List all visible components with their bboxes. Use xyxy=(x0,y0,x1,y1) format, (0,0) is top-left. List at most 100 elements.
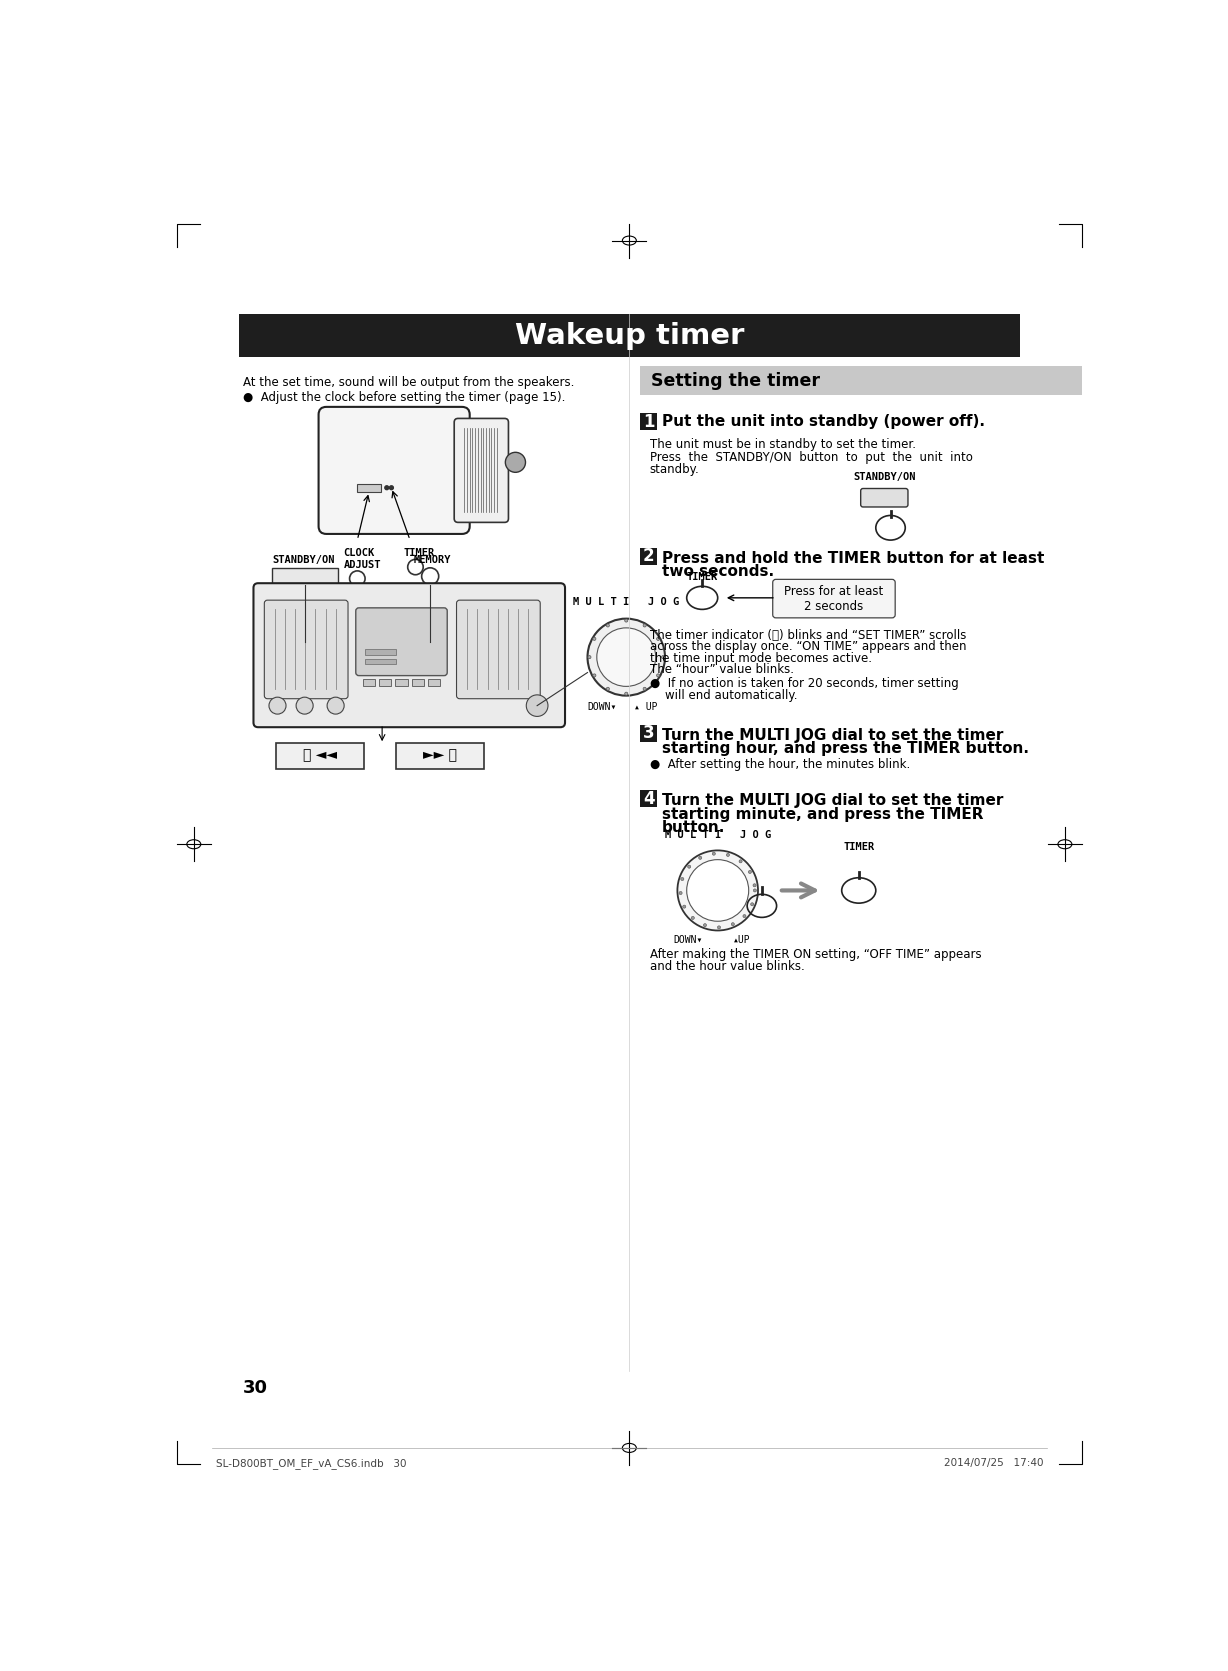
Text: TIMER: TIMER xyxy=(404,548,435,558)
Text: Press  the  STANDBY/ON  button  to  put  the  unit  into: Press the STANDBY/ON button to put the u… xyxy=(650,451,973,465)
Bar xyxy=(427,678,441,685)
Circle shape xyxy=(679,891,682,894)
Circle shape xyxy=(750,902,754,906)
Circle shape xyxy=(657,637,659,640)
Text: Press and hold the TIMER button for at least: Press and hold the TIMER button for at l… xyxy=(662,551,1044,566)
Text: Turn the MULTI JOG dial to set the timer: Turn the MULTI JOG dial to set the timer xyxy=(662,729,1003,744)
Text: ⏮ ◄◄: ⏮ ◄◄ xyxy=(303,749,338,762)
Text: ▴UP: ▴UP xyxy=(733,936,750,946)
Circle shape xyxy=(408,560,424,575)
Circle shape xyxy=(643,687,646,690)
Text: Put the unit into standby (power off).: Put the unit into standby (power off). xyxy=(662,414,985,429)
Circle shape xyxy=(683,906,685,907)
Text: Setting the timer: Setting the timer xyxy=(651,371,820,389)
Text: the time input mode becomes active.: the time input mode becomes active. xyxy=(650,652,872,665)
Text: STANDBY/ON: STANDBY/ON xyxy=(853,473,916,483)
FancyBboxPatch shape xyxy=(457,600,540,698)
Bar xyxy=(273,568,338,585)
Text: across the display once. “ON TIME” appears and then: across the display once. “ON TIME” appea… xyxy=(650,640,966,653)
Circle shape xyxy=(678,851,758,931)
Text: 3: 3 xyxy=(643,724,655,742)
FancyBboxPatch shape xyxy=(640,413,657,429)
Circle shape xyxy=(593,673,596,677)
Circle shape xyxy=(686,859,749,921)
Bar xyxy=(379,678,392,685)
FancyBboxPatch shape xyxy=(861,488,907,506)
Circle shape xyxy=(732,922,734,926)
FancyBboxPatch shape xyxy=(356,608,447,675)
FancyBboxPatch shape xyxy=(397,742,484,769)
Text: The unit must be in standby to set the timer.: The unit must be in standby to set the t… xyxy=(650,438,916,451)
Text: standby.: standby. xyxy=(650,463,699,476)
Circle shape xyxy=(662,655,664,658)
Circle shape xyxy=(389,486,393,490)
Text: ●  Adjust the clock before setting the timer (page 15).: ● Adjust the clock before setting the ti… xyxy=(243,391,565,404)
Text: STANDBY/ON: STANDBY/ON xyxy=(273,555,334,565)
Circle shape xyxy=(643,623,646,627)
Bar xyxy=(362,678,375,685)
Text: The “hour” value blinks.: The “hour” value blinks. xyxy=(650,663,793,677)
Text: ▴ UP: ▴ UP xyxy=(634,702,657,712)
Text: TIMER: TIMER xyxy=(686,573,718,583)
Text: ●  After setting the hour, the minutes blink.: ● After setting the hour, the minutes bl… xyxy=(650,759,910,770)
Text: The timer indicator (⏲) blinks and “SET TIMER” scrolls: The timer indicator (⏲) blinks and “SET … xyxy=(650,628,966,642)
Text: 1: 1 xyxy=(643,413,655,431)
Circle shape xyxy=(625,618,628,622)
FancyBboxPatch shape xyxy=(640,366,1082,396)
Circle shape xyxy=(688,866,691,869)
Circle shape xyxy=(748,871,752,874)
Text: M U L T I   J O G: M U L T I J O G xyxy=(573,597,679,607)
Text: 4: 4 xyxy=(643,790,655,807)
Circle shape xyxy=(699,856,701,859)
Text: CLOCK
ADJUST: CLOCK ADJUST xyxy=(344,548,381,570)
Circle shape xyxy=(712,852,716,856)
FancyBboxPatch shape xyxy=(772,580,895,618)
Circle shape xyxy=(296,697,313,714)
Circle shape xyxy=(421,568,438,585)
Text: After making the TIMER ON setting, “OFF TIME” appears: After making the TIMER ON setting, “OFF … xyxy=(650,947,981,961)
Text: button.: button. xyxy=(662,819,726,834)
Text: SL-D800BT_OM_EF_vA_CS6.indb   30: SL-D800BT_OM_EF_vA_CS6.indb 30 xyxy=(215,1457,406,1469)
Bar xyxy=(411,678,424,685)
Text: and the hour value blinks.: and the hour value blinks. xyxy=(650,959,804,973)
Circle shape xyxy=(269,697,286,714)
Circle shape xyxy=(588,655,591,658)
FancyBboxPatch shape xyxy=(253,583,565,727)
Circle shape xyxy=(680,877,684,881)
Bar xyxy=(395,678,408,685)
Bar xyxy=(365,658,397,663)
Text: 2014/07/25   17:40: 2014/07/25 17:40 xyxy=(943,1459,1044,1469)
Bar xyxy=(365,650,397,655)
FancyBboxPatch shape xyxy=(454,418,508,523)
FancyBboxPatch shape xyxy=(640,548,657,565)
Text: ●  If no action is taken for 20 seconds, timer setting: ● If no action is taken for 20 seconds, … xyxy=(650,677,958,690)
Circle shape xyxy=(727,854,729,857)
Circle shape xyxy=(350,571,365,587)
Circle shape xyxy=(506,453,526,473)
FancyBboxPatch shape xyxy=(640,790,657,807)
Text: Turn the MULTI JOG dial to set the timer: Turn the MULTI JOG dial to set the timer xyxy=(662,794,1003,809)
FancyBboxPatch shape xyxy=(318,406,469,535)
Circle shape xyxy=(691,916,694,919)
FancyBboxPatch shape xyxy=(276,742,365,769)
Circle shape xyxy=(704,924,706,927)
Circle shape xyxy=(327,697,344,714)
Text: M U L T I   J O G: M U L T I J O G xyxy=(664,830,771,841)
Circle shape xyxy=(607,623,609,627)
Text: 2: 2 xyxy=(643,548,655,565)
Circle shape xyxy=(593,637,596,640)
Circle shape xyxy=(717,926,721,929)
Circle shape xyxy=(739,861,742,862)
Text: At the set time, sound will be output from the speakers.: At the set time, sound will be output fr… xyxy=(243,376,573,389)
Circle shape xyxy=(597,628,656,687)
FancyBboxPatch shape xyxy=(238,314,1020,358)
Circle shape xyxy=(607,687,609,690)
Text: Wakeup timer: Wakeup timer xyxy=(515,323,744,349)
Text: 30: 30 xyxy=(243,1379,268,1397)
Text: starting minute, and press the TIMER: starting minute, and press the TIMER xyxy=(662,807,984,822)
FancyBboxPatch shape xyxy=(264,600,348,698)
Text: MEMORY: MEMORY xyxy=(413,555,451,565)
Circle shape xyxy=(657,673,659,677)
Circle shape xyxy=(625,692,628,695)
Text: Press for at least
2 seconds: Press for at least 2 seconds xyxy=(785,585,884,613)
